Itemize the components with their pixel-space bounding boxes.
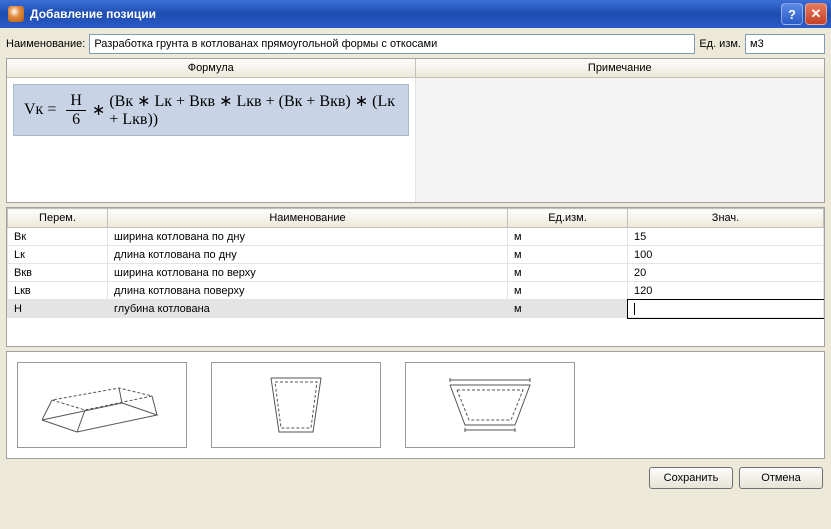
vars-col-unit: Ед.изм.	[508, 209, 628, 228]
variables-table: Перем. Наименование Ед.изм. Знач. Bкшири…	[7, 208, 824, 318]
client-area: Наименование: Ед. изм. Формула Примечани…	[0, 28, 831, 529]
thumbnails-panel	[6, 351, 825, 459]
formula-col-header: Формула	[7, 59, 416, 77]
table-row[interactable]: Bкширина котлована по днум15	[8, 228, 824, 246]
name-input[interactable]	[89, 34, 695, 54]
app-icon	[8, 6, 24, 22]
var-cell[interactable]: H	[8, 300, 108, 318]
name-cell[interactable]: длина котлована поверху	[108, 282, 508, 300]
formula-mul: ∗	[92, 100, 105, 120]
note-cell[interactable]	[416, 78, 825, 202]
thumbnail-section[interactable]	[211, 362, 381, 448]
excavation-plan-icon	[425, 370, 555, 440]
fraction-numerator: H	[66, 92, 86, 111]
help-button[interactable]: ?	[781, 3, 803, 25]
thumbnail-3d[interactable]	[17, 362, 187, 448]
save-button[interactable]: Сохранить	[649, 467, 733, 489]
val-cell[interactable]: 120	[628, 282, 824, 300]
unit-cell[interactable]: м	[508, 300, 628, 318]
name-cell[interactable]: глубина котлована	[108, 300, 508, 318]
unit-cell[interactable]: м	[508, 282, 628, 300]
formula-render: Vк = H 6 ∗ (Bк ∗ Lк + Bкв ∗ Lкв + (Bк + …	[13, 84, 409, 136]
var-cell[interactable]: Bк	[8, 228, 108, 246]
name-label: Наименование:	[6, 38, 85, 50]
note-col-header: Примечание	[416, 59, 825, 77]
name-cell[interactable]: ширина котлована по дну	[108, 228, 508, 246]
table-row[interactable]: Lкдлина котлована по днум100	[8, 246, 824, 264]
vars-col-val: Знач.	[628, 209, 824, 228]
vars-col-name: Наименование	[108, 209, 508, 228]
table-row[interactable]: Bквширина котлована по верхум20	[8, 264, 824, 282]
close-button[interactable]: ✕	[805, 3, 827, 25]
titlebar: Добавление позиции ? ✕	[0, 0, 831, 28]
formula-lhs: Vк	[24, 101, 43, 119]
unit-label: Ед. изм.	[699, 38, 741, 50]
val-cell[interactable]: 20	[628, 264, 824, 282]
excavation-3d-icon	[37, 370, 167, 440]
cancel-button[interactable]: Отмена	[739, 467, 823, 489]
fraction-denominator: 6	[68, 111, 84, 129]
formula-body: (Bк ∗ Lк + Bкв ∗ Lкв + (Bк + Bкв) ∗ (Lк …	[109, 91, 397, 129]
formula-fraction: H 6	[66, 92, 86, 129]
val-cell[interactable]: 15	[628, 228, 824, 246]
val-cell[interactable]: 100	[628, 246, 824, 264]
table-row[interactable]: Hглубина котлованам	[8, 300, 824, 318]
unit-cell[interactable]: м	[508, 246, 628, 264]
var-cell[interactable]: Bкв	[8, 264, 108, 282]
formula-eq: =	[47, 101, 56, 119]
name-cell[interactable]: длина котлована по дну	[108, 246, 508, 264]
variables-panel: Перем. Наименование Ед.изм. Знач. Bкшири…	[6, 207, 825, 347]
unit-input[interactable]	[745, 34, 825, 54]
formula-cell[interactable]: Vк = H 6 ∗ (Bк ∗ Lк + Bкв ∗ Lкв + (Bк + …	[7, 78, 416, 202]
window-title: Добавление позиции	[30, 7, 779, 21]
var-cell[interactable]: Lк	[8, 246, 108, 264]
button-bar: Сохранить Отмена	[6, 463, 825, 489]
formula-panel: Формула Примечание Vк = H 6 ∗ (Bк ∗ Lк +…	[6, 58, 825, 203]
thumbnail-plan[interactable]	[405, 362, 575, 448]
table-row[interactable]: Lквдлина котлована поверхум120	[8, 282, 824, 300]
excavation-section-icon	[231, 370, 361, 440]
val-cell[interactable]	[628, 300, 824, 318]
var-cell[interactable]: Lкв	[8, 282, 108, 300]
name-cell[interactable]: ширина котлована по верху	[108, 264, 508, 282]
unit-cell[interactable]: м	[508, 264, 628, 282]
name-row: Наименование: Ед. изм.	[6, 34, 825, 54]
unit-cell[interactable]: м	[508, 228, 628, 246]
vars-col-var: Перем.	[8, 209, 108, 228]
